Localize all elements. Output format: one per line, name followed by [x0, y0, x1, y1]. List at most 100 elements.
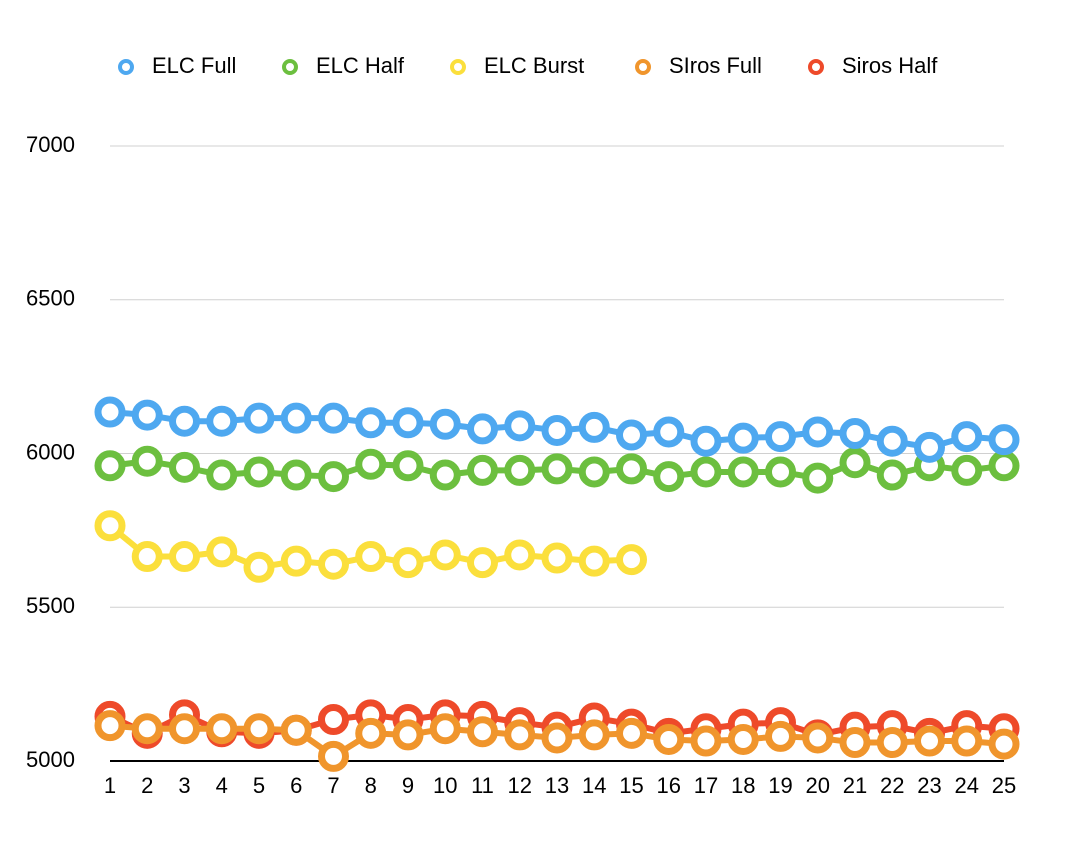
- data-point: [765, 456, 796, 488]
- x-tick-label: 1: [104, 773, 116, 798]
- data-point: [429, 713, 461, 745]
- data-point: [169, 541, 200, 573]
- data-point: [392, 450, 424, 482]
- data-point: [578, 456, 610, 488]
- data-point: [727, 422, 759, 454]
- x-tick-label: 3: [178, 773, 190, 798]
- data-point: [839, 447, 871, 479]
- x-tick-label: 15: [619, 773, 643, 798]
- y-tick-label: 7000: [26, 132, 75, 157]
- legend-marker: [282, 59, 298, 75]
- data-point: [914, 725, 945, 757]
- data-point: [467, 454, 498, 486]
- data-point: [988, 450, 1020, 482]
- legend-label: ELC Full: [152, 53, 236, 78]
- y-tick-label: 6500: [26, 286, 75, 311]
- legend-marker: [118, 59, 134, 75]
- data-point: [653, 461, 685, 493]
- data-point: [467, 547, 498, 579]
- data-point: [727, 456, 759, 488]
- data-point: [318, 548, 349, 580]
- data-point: [765, 720, 796, 752]
- data-point: [355, 448, 387, 480]
- series: [94, 445, 1020, 494]
- x-tick-label: 17: [694, 773, 718, 798]
- data-point: [616, 717, 647, 749]
- data-point: [504, 410, 536, 442]
- data-point: [94, 450, 126, 482]
- data-point: [169, 405, 200, 437]
- data-point: [280, 545, 312, 577]
- data-point: [131, 541, 163, 573]
- data-point: [243, 456, 275, 488]
- x-tick-label: 21: [843, 773, 867, 798]
- data-point: [318, 402, 349, 434]
- data-point: [690, 456, 722, 488]
- x-tick-label: 2: [141, 773, 153, 798]
- data-point: [578, 719, 610, 751]
- data-point: [951, 454, 983, 486]
- data-point: [169, 451, 200, 483]
- data-point: [94, 396, 126, 428]
- data-point: [131, 713, 163, 745]
- data-point: [206, 713, 238, 745]
- data-point: [616, 544, 647, 576]
- data-point: [690, 425, 722, 457]
- legend-marker: [635, 59, 651, 75]
- data-point: [206, 459, 238, 491]
- x-tick-label: 19: [768, 773, 792, 798]
- data-point: [429, 459, 461, 491]
- data-point: [951, 725, 983, 757]
- data-point: [318, 461, 349, 493]
- data-point: [653, 416, 685, 448]
- data-point: [131, 399, 163, 431]
- x-tick-label: 8: [365, 773, 377, 798]
- data-point: [988, 424, 1020, 456]
- x-tick-label: 11: [471, 773, 494, 798]
- data-point: [206, 405, 238, 437]
- legend-item: ELC Burst: [450, 53, 584, 78]
- data-point: [94, 510, 126, 542]
- data-point: [392, 407, 424, 439]
- x-tick-label: 16: [657, 773, 681, 798]
- data-point: [392, 547, 424, 579]
- legend-item: SIros Full: [635, 53, 762, 78]
- data-point: [94, 710, 126, 742]
- legend-item: Siros Half: [808, 53, 938, 78]
- data-point: [802, 722, 834, 754]
- data-point: [243, 402, 275, 434]
- x-tick-label: 7: [327, 773, 339, 798]
- data-point: [169, 713, 200, 745]
- y-tick-label: 5000: [26, 747, 75, 772]
- data-point: [243, 713, 275, 745]
- data-point: [876, 425, 908, 457]
- y-tick-label: 6000: [26, 439, 75, 464]
- data-point: [653, 723, 685, 755]
- data-point: [467, 716, 498, 748]
- data-point: [541, 453, 573, 485]
- data-point: [616, 453, 647, 485]
- data-point: [541, 542, 573, 574]
- x-tick-label: 22: [880, 773, 904, 798]
- data-point: [690, 725, 722, 757]
- x-tick-label: 14: [582, 773, 606, 798]
- x-tick-label: 18: [731, 773, 755, 798]
- y-tick-label: 5500: [26, 593, 75, 618]
- data-point: [914, 431, 945, 463]
- data-point: [839, 727, 871, 759]
- legend-label: ELC Half: [316, 53, 405, 78]
- data-point: [429, 539, 461, 571]
- data-point: [839, 418, 871, 450]
- data-point: [765, 421, 796, 453]
- data-point: [355, 541, 387, 573]
- series: [94, 710, 1020, 772]
- data-point: [429, 408, 461, 440]
- data-point: [541, 722, 573, 754]
- legend-item: ELC Half: [282, 53, 405, 78]
- data-point: [876, 727, 908, 759]
- legend-marker: [450, 59, 466, 75]
- data-point: [802, 416, 834, 448]
- series: [94, 510, 647, 583]
- data-point: [318, 740, 349, 772]
